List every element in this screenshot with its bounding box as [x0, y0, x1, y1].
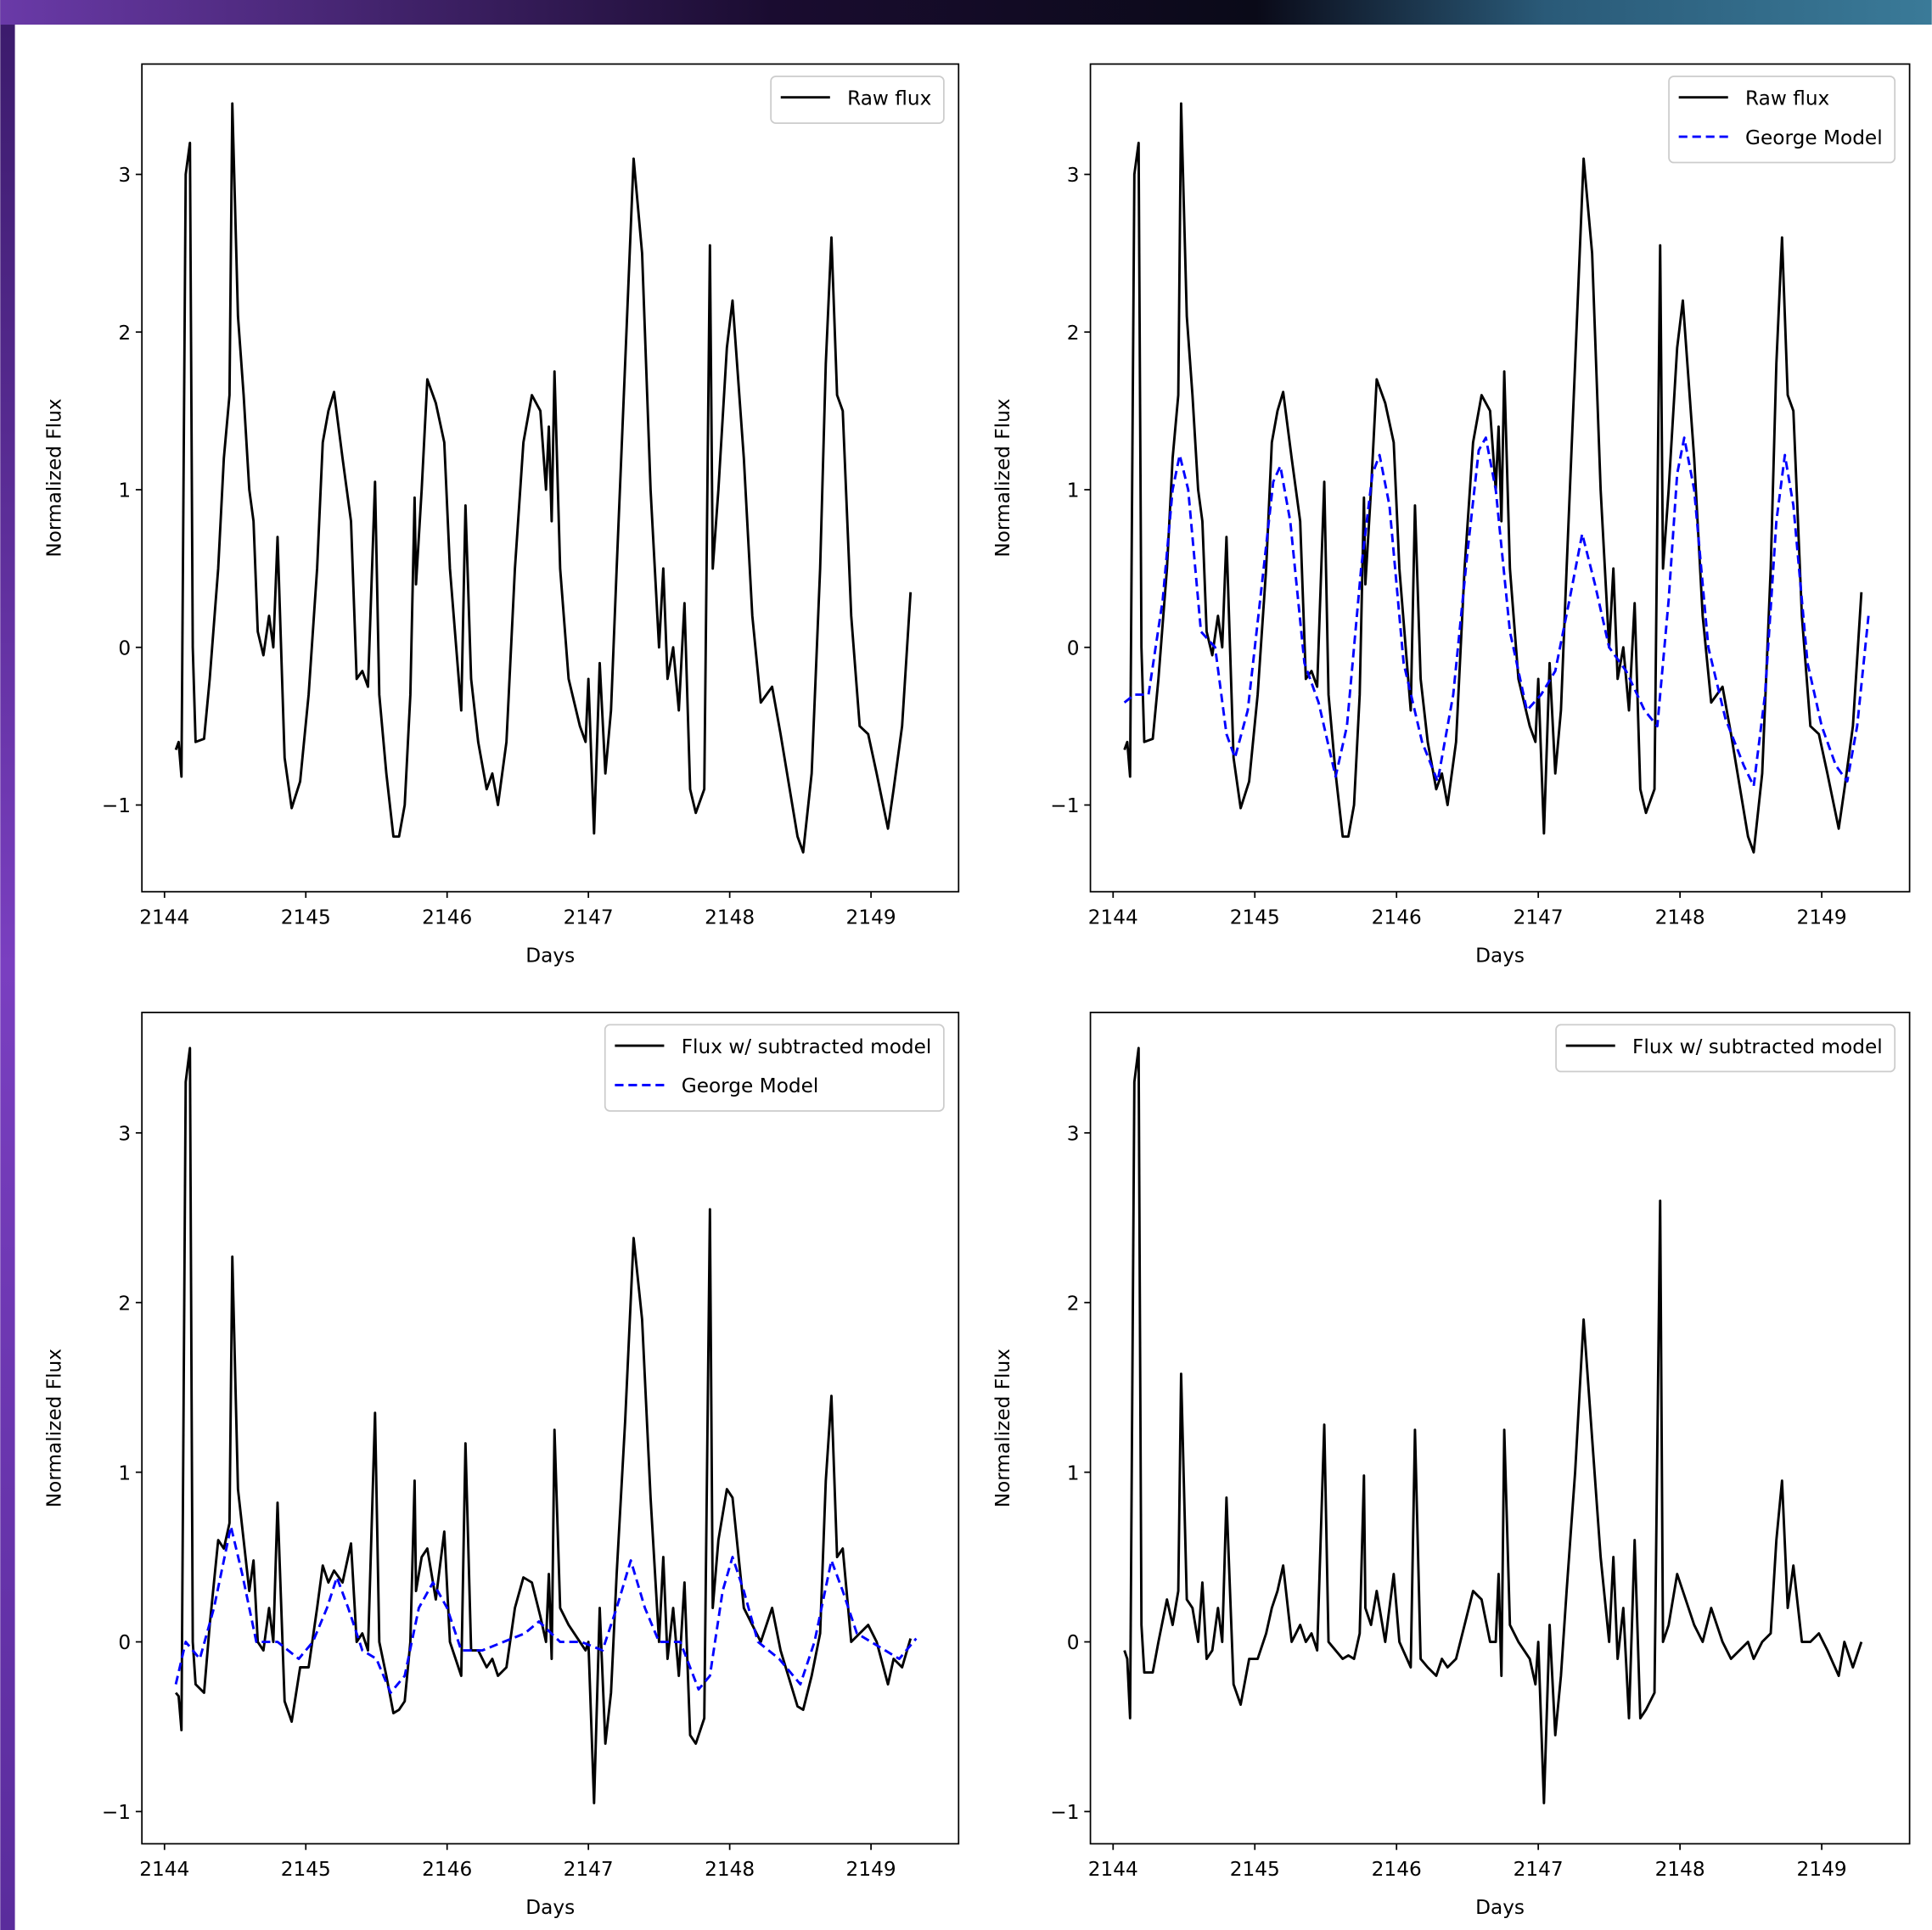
- line-series: [174, 102, 913, 854]
- y-tick-label: 1: [1067, 480, 1080, 502]
- y-tick-label: 0: [1067, 1631, 1080, 1654]
- y-axis-label: Normalized Flux: [991, 398, 1014, 557]
- y-tick-label: 2: [118, 322, 131, 345]
- x-tick-label: 2149: [1797, 1858, 1847, 1881]
- y-tick-label: −1: [1050, 1801, 1079, 1824]
- x-tick-label: 2145: [1230, 906, 1280, 929]
- y-tick-label: 1: [1067, 1462, 1080, 1484]
- legend-label: Flux w/ subtracted model: [682, 1035, 932, 1058]
- y-tick-label: −1: [102, 794, 131, 817]
- y-axis-label: Normalized Flux: [991, 1349, 1014, 1507]
- x-tick-label: 2144: [139, 906, 189, 929]
- y-tick-label: 1: [118, 480, 131, 502]
- x-tick-label: 2149: [846, 1858, 896, 1881]
- line-series: [1123, 102, 1863, 854]
- x-tick-label: 2147: [564, 906, 614, 929]
- line-series: [174, 1525, 918, 1694]
- x-axis-label: Days: [525, 1896, 575, 1919]
- line-series: [1123, 1046, 1863, 1804]
- x-axis-label: Days: [1475, 1896, 1525, 1919]
- x-axis-label: Days: [1475, 944, 1525, 967]
- y-tick-label: 0: [1067, 637, 1080, 659]
- x-tick-label: 2147: [1514, 1858, 1564, 1881]
- y-tick-label: 3: [1067, 1123, 1080, 1146]
- legend: Raw flux: [770, 76, 945, 124]
- x-tick-label: 2145: [1230, 1858, 1280, 1881]
- x-tick-label: 2149: [1797, 906, 1847, 929]
- x-tick-label: 2144: [1088, 906, 1138, 929]
- y-tick-label: 3: [118, 1123, 131, 1146]
- legend-label: Flux w/ subtracted model: [1632, 1035, 1883, 1058]
- x-tick-label: 2146: [422, 906, 472, 929]
- plot-frame: [141, 63, 960, 893]
- x-tick-label: 2148: [1655, 1858, 1705, 1881]
- y-axis-label: Normalized Flux: [42, 1349, 65, 1507]
- legend: Flux w/ subtracted model: [1555, 1024, 1896, 1073]
- plot-frame: [1089, 1011, 1911, 1845]
- legend-frame: [1555, 1024, 1896, 1073]
- y-axis-label: Normalized Flux: [42, 398, 65, 557]
- x-tick-label: 2145: [281, 1858, 331, 1881]
- y-tick-label: 2: [118, 1292, 131, 1315]
- x-tick-label: 2146: [1372, 1858, 1422, 1881]
- x-tick-label: 2149: [846, 906, 896, 929]
- x-tick-label: 2148: [705, 1858, 755, 1881]
- legend-label: George Model: [682, 1074, 819, 1097]
- legend-frame: [604, 1024, 945, 1112]
- x-tick-label: 2144: [139, 1858, 189, 1881]
- line-series: [1123, 436, 1870, 788]
- background-strip: [0, 0, 15, 1930]
- figure-background: [14, 25, 1932, 1930]
- x-axis-label: Days: [525, 944, 575, 967]
- y-tick-label: 0: [118, 637, 131, 659]
- y-tick-label: 3: [118, 164, 131, 187]
- legend-label: Raw flux: [847, 87, 931, 109]
- legend-frame: [770, 76, 945, 124]
- x-tick-label: 2148: [705, 906, 755, 929]
- plot-frame: [141, 1011, 960, 1845]
- line-series: [174, 1046, 913, 1804]
- legend-label: George Model: [1745, 126, 1883, 149]
- y-tick-label: 2: [1067, 1292, 1080, 1315]
- legend: Raw flux George Model: [1668, 76, 1896, 164]
- x-tick-label: 2148: [1655, 906, 1705, 929]
- y-tick-label: 0: [118, 1631, 131, 1654]
- y-tick-label: −1: [102, 1801, 131, 1824]
- legend: Flux w/ subtracted model George Model: [604, 1024, 945, 1112]
- y-tick-label: −1: [1050, 794, 1079, 817]
- chart-panel: 2144 2145 2146 2147 2148 2149 −1 0 1 2 3 Days Normal…: [42, 1011, 960, 1919]
- chart-panel: 2144 2145 2146 2147 2148 2149 −1 0 1 2 3 Days Normal…: [991, 63, 1911, 967]
- y-tick-label: 1: [118, 1462, 131, 1484]
- y-tick-label: 3: [1067, 164, 1080, 187]
- x-tick-label: 2145: [281, 906, 331, 929]
- x-tick-label: 2147: [1514, 906, 1564, 929]
- y-tick-label: 2: [1067, 322, 1080, 345]
- chart-panel: 2144 2145 2146 2147 2148 2149 −1 0 1 2 3 Days Normal…: [42, 63, 960, 967]
- chart-panel: 2144 2145 2146 2147 2148 2149 −1 0 1 2 3 Days Normal…: [991, 1011, 1911, 1919]
- legend-label: Raw flux: [1745, 87, 1829, 109]
- x-tick-label: 2146: [422, 1858, 472, 1881]
- x-tick-label: 2147: [564, 1858, 614, 1881]
- x-tick-label: 2144: [1088, 1858, 1138, 1881]
- x-tick-label: 2146: [1372, 906, 1422, 929]
- plot-frame: [1089, 63, 1911, 893]
- background-strip: [0, 0, 1932, 25]
